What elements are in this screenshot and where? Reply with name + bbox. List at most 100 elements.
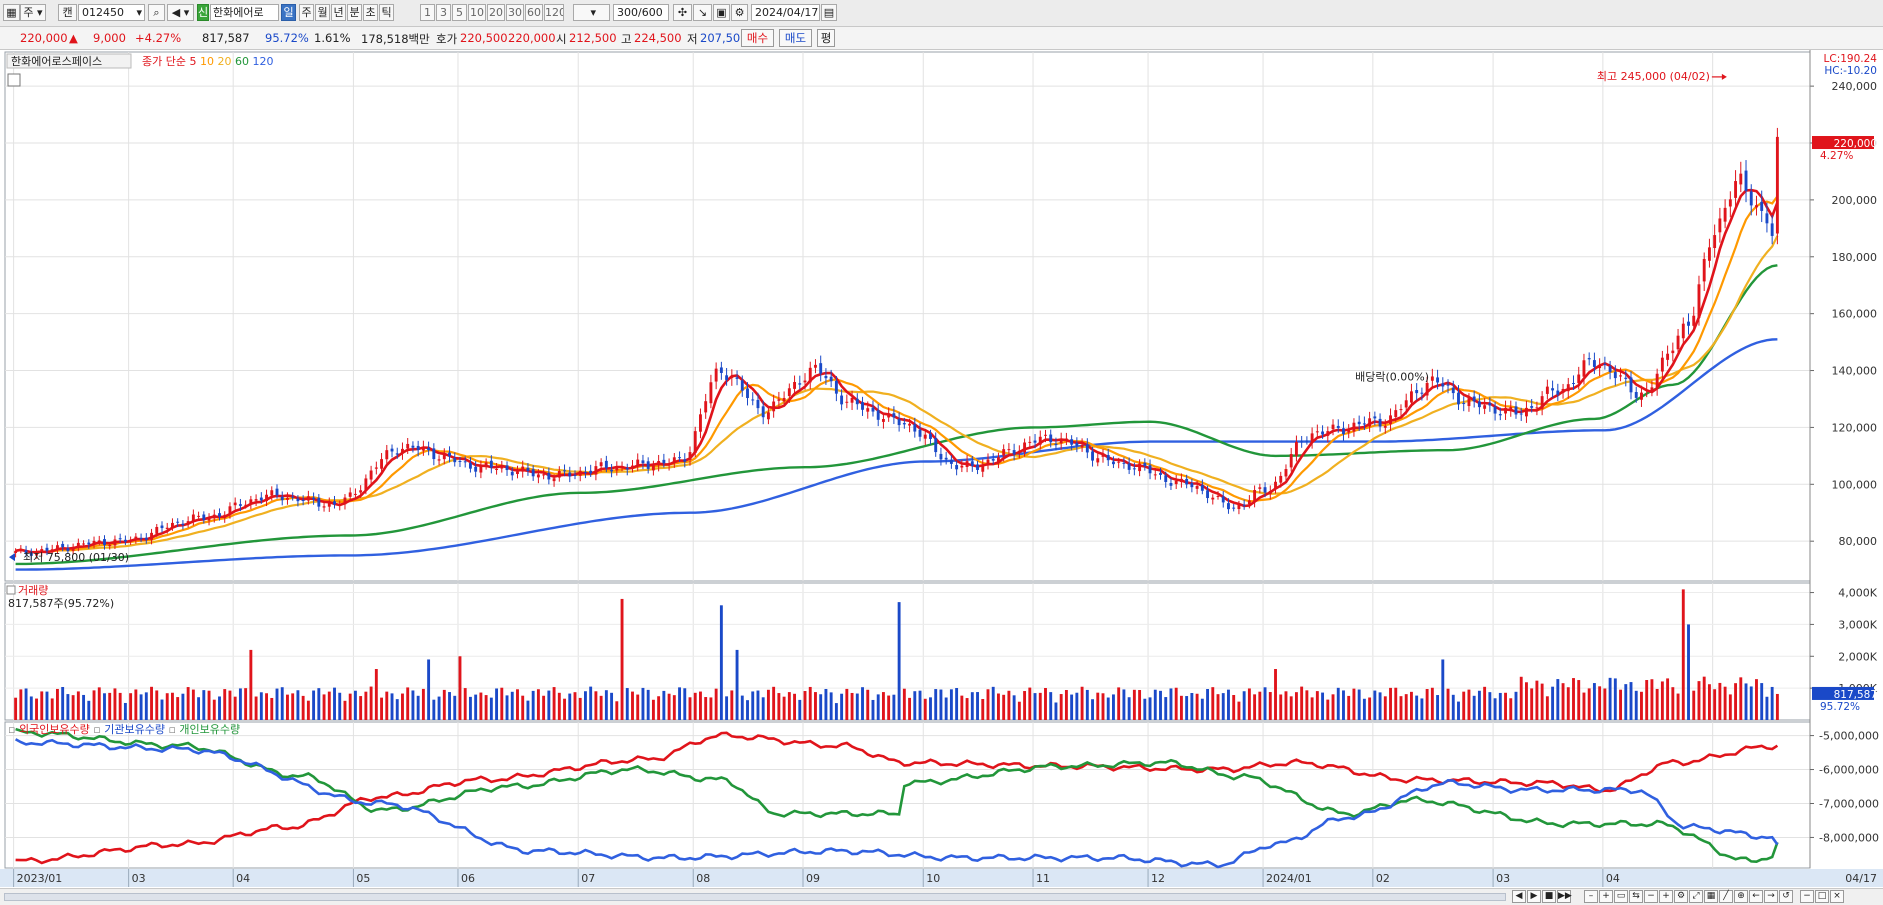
zoom-out-icon[interactable]: – bbox=[1584, 890, 1598, 903]
date-input[interactable]: 2024/04/17 bbox=[751, 4, 820, 21]
candle-body-310 bbox=[1634, 392, 1638, 398]
period-button-3[interactable]: 년 bbox=[331, 4, 346, 21]
candle-57 bbox=[312, 492, 316, 505]
candle-body-85 bbox=[458, 460, 462, 462]
zoom-icon[interactable]: ⊕ bbox=[1734, 890, 1748, 903]
candle-125 bbox=[667, 458, 671, 471]
candle-body-207 bbox=[1096, 458, 1100, 463]
volume-bar-111 bbox=[594, 691, 598, 720]
interval-button-1[interactable]: 1 bbox=[420, 4, 435, 21]
stock-name-field[interactable]: 한화에어로 bbox=[210, 4, 279, 21]
candle-body-84 bbox=[453, 458, 457, 463]
close-icon[interactable]: × bbox=[1830, 890, 1844, 903]
interval-button-30[interactable]: 30 bbox=[506, 4, 524, 21]
crosshair-icon[interactable]: ✣ bbox=[673, 4, 692, 21]
period-button-6[interactable]: 틱 bbox=[379, 4, 394, 21]
volume-bar-177 bbox=[939, 689, 943, 720]
candle-20 bbox=[118, 533, 122, 544]
candle-33 bbox=[186, 516, 190, 528]
sell-button[interactable]: 매도 bbox=[779, 29, 812, 47]
arrow-left-icon[interactable]: ← bbox=[1749, 890, 1763, 903]
trend-tool-icon[interactable]: ↘ bbox=[693, 4, 712, 21]
count-total: /600 bbox=[638, 6, 663, 19]
candle-body-21 bbox=[123, 539, 127, 542]
layout-icon[interactable]: ▦ bbox=[3, 4, 20, 21]
candle-198 bbox=[1049, 429, 1053, 448]
candle-body-190 bbox=[1007, 449, 1011, 451]
candle-body-322 bbox=[1697, 284, 1701, 318]
line-icon[interactable]: ╱ bbox=[1719, 890, 1733, 903]
volume-bar-196 bbox=[1038, 692, 1042, 720]
reset-icon[interactable]: ↺ bbox=[1779, 890, 1793, 903]
calendar-icon[interactable]: ▤ bbox=[821, 4, 837, 21]
restore-icon[interactable]: □ bbox=[1815, 890, 1829, 903]
play-back-icon[interactable]: ◀ bbox=[1512, 890, 1526, 903]
candle-body-312 bbox=[1645, 389, 1649, 391]
grid-icon[interactable]: ▦ bbox=[1704, 890, 1718, 903]
volume-bar-153 bbox=[814, 692, 817, 720]
settings-icon[interactable]: ⚙ bbox=[1674, 890, 1688, 903]
candle-270 bbox=[1425, 376, 1429, 401]
candle-173 bbox=[918, 423, 922, 442]
volume-bar-303 bbox=[1598, 686, 1602, 720]
candle-body-6 bbox=[45, 547, 49, 551]
minimize-icon[interactable]: − bbox=[1800, 890, 1814, 903]
interval-button-5[interactable]: 5 bbox=[452, 4, 467, 21]
volume-bar-63 bbox=[343, 700, 347, 720]
candle-186 bbox=[986, 453, 990, 470]
volume-bar-273 bbox=[1441, 659, 1445, 720]
period-select[interactable]: 주 ▾ bbox=[20, 4, 46, 21]
fit-icon[interactable]: ▭ bbox=[1614, 890, 1628, 903]
candle-body-88 bbox=[474, 466, 478, 472]
chart-kind-button[interactable]: 캔 bbox=[58, 4, 77, 21]
zoom-in-icon[interactable]: + bbox=[1599, 890, 1613, 903]
candle-211 bbox=[1117, 457, 1121, 469]
period-button-1[interactable]: 주 bbox=[299, 4, 314, 21]
interval-button-3[interactable]: 3 bbox=[436, 4, 451, 21]
period-button-2[interactable]: 월 bbox=[315, 4, 330, 21]
eval-button[interactable]: 평 bbox=[817, 29, 835, 47]
compress-icon[interactable]: ⇆ bbox=[1629, 890, 1643, 903]
arrow-right-icon[interactable]: → bbox=[1764, 890, 1778, 903]
dividend-annotation: 배당락(0.00%) bbox=[1355, 370, 1429, 383]
period-button-5[interactable]: 초 bbox=[363, 4, 378, 21]
candle-92 bbox=[495, 463, 499, 475]
scrollbar[interactable] bbox=[4, 893, 1506, 901]
volume-bar-76 bbox=[411, 690, 415, 720]
volume-bar-250 bbox=[1321, 692, 1325, 720]
gear-icon[interactable]: ⚙ bbox=[731, 4, 748, 21]
interval-input[interactable]: ▾ bbox=[573, 4, 610, 21]
candle-257 bbox=[1357, 415, 1361, 432]
interval-button-60[interactable]: 60 bbox=[525, 4, 543, 21]
interval-button-120[interactable]: 120 bbox=[544, 4, 564, 21]
volume-bar-150 bbox=[798, 699, 802, 720]
volume-bar-334 bbox=[1760, 683, 1764, 720]
interval-button-20[interactable]: 20 bbox=[487, 4, 505, 21]
candle-body-237 bbox=[1253, 490, 1257, 502]
candle-body-294 bbox=[1551, 388, 1555, 391]
fast-forward-icon[interactable]: ▶▶ bbox=[1557, 890, 1572, 903]
count-input[interactable]: 300/600 bbox=[613, 4, 669, 21]
candle-161 bbox=[855, 393, 859, 410]
plus-icon[interactable]: + bbox=[1659, 890, 1673, 903]
search-icon[interactable]: ⌕ bbox=[148, 4, 165, 21]
expand-icon[interactable]: ⤢ bbox=[1689, 890, 1703, 903]
interval-button-10[interactable]: 10 bbox=[468, 4, 486, 21]
ownership-line-2 bbox=[14, 738, 1779, 869]
candle-body-91 bbox=[489, 460, 493, 468]
save-icon[interactable]: ▣ bbox=[713, 4, 730, 21]
candle-336 bbox=[1770, 215, 1774, 245]
candle-body-162 bbox=[861, 402, 864, 410]
stop-icon[interactable]: ■ bbox=[1542, 890, 1556, 903]
stock-code-input[interactable]: 012450 ▾ bbox=[78, 4, 145, 21]
buy-button[interactable]: 매수 bbox=[741, 29, 774, 47]
candle-body-99 bbox=[531, 469, 535, 477]
play-forward-icon[interactable]: ▶ bbox=[1527, 890, 1541, 903]
chevron-down-icon[interactable]: ▾ bbox=[136, 6, 142, 19]
speaker-icon[interactable]: ◀ ▾ bbox=[167, 4, 194, 21]
candle-body-15 bbox=[92, 540, 96, 545]
period-button-0[interactable]: 일 bbox=[281, 4, 296, 21]
minus-icon[interactable]: − bbox=[1644, 890, 1658, 903]
candle-260 bbox=[1373, 411, 1377, 426]
period-button-4[interactable]: 분 bbox=[347, 4, 362, 21]
